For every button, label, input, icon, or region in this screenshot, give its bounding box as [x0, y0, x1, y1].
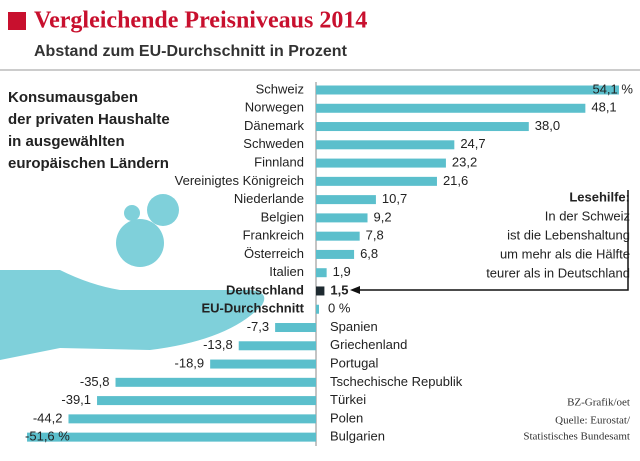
bar	[27, 432, 316, 442]
value-label: 1,9	[333, 264, 351, 279]
source: Quelle: Eurostat/	[555, 415, 631, 427]
category-label: Deutschland	[226, 282, 304, 297]
value-label: -7,3	[247, 319, 269, 334]
category-label: Dänemark	[244, 118, 304, 133]
category-label: Belgien	[261, 209, 304, 224]
category-label: Schweiz	[256, 81, 304, 96]
annotation-line: teurer als in Deutschland	[486, 265, 630, 280]
value-label: 10,7	[382, 191, 407, 206]
category-label: Griechenland	[330, 337, 407, 352]
bar	[115, 377, 317, 387]
annotation-title: Lesehilfe:	[569, 189, 630, 204]
bar	[316, 85, 619, 95]
bar	[316, 140, 455, 150]
category-label: Frankreich	[243, 228, 304, 243]
chart-subtitle: Abstand zum EU-Durchschnitt in Prozent	[34, 43, 348, 60]
bar	[316, 195, 376, 205]
value-label: 1,5	[330, 282, 348, 297]
bar	[97, 396, 316, 406]
bar	[316, 231, 360, 241]
category-label: Italien	[269, 264, 304, 279]
value-label: 24,7	[460, 136, 485, 151]
credit: BZ-Grafik/oet	[567, 397, 630, 409]
category-label: Polen	[330, 410, 363, 425]
category-label: Finnland	[254, 155, 304, 170]
bar	[210, 359, 316, 369]
annotation-line: um mehr als die Hälfte	[500, 246, 630, 261]
bar	[316, 286, 325, 296]
description-line: europäischen Ländern	[8, 155, 169, 172]
arrow-head	[350, 286, 360, 294]
value-label: 7,8	[366, 228, 384, 243]
description-line: Konsumausgaben	[8, 89, 138, 106]
category-label: Österreich	[244, 246, 304, 261]
annotation-line: In der Schweiz	[545, 208, 630, 223]
bar	[316, 249, 355, 259]
category-label: Spanien	[330, 319, 378, 334]
value-label: -44,2	[33, 410, 63, 425]
value-label: 38,0	[535, 118, 560, 133]
bar	[316, 176, 437, 186]
value-label: -39,1	[61, 392, 91, 407]
annotation-arrow	[358, 190, 629, 291]
category-label: Vereinigtes Königreich	[175, 173, 304, 188]
value-label: 23,2	[452, 155, 477, 170]
category-label: Portugal	[330, 355, 379, 370]
bar	[68, 414, 316, 424]
category-label: Norwegen	[245, 100, 304, 115]
bar	[316, 103, 586, 113]
value-label: -51,6 %	[25, 429, 70, 444]
bar	[316, 158, 446, 168]
bar	[316, 213, 368, 223]
chart-title: Vergleichende Preisniveaus 2014	[34, 8, 367, 34]
value-label: 9,2	[374, 209, 392, 224]
value-label: -13,8	[203, 337, 233, 352]
value-label: 21,6	[443, 173, 468, 188]
source: Statistisches Bundesamt	[523, 431, 630, 443]
annotation-line: ist die Lebenshaltung	[507, 227, 630, 242]
bar	[316, 304, 319, 314]
value-label: 48,1	[591, 100, 616, 115]
description-line: der privaten Haushalte	[8, 111, 170, 128]
value-label: 0 %	[328, 301, 351, 316]
category-label: Tschechische Republik	[330, 374, 463, 389]
value-label: 54,1 %	[592, 81, 633, 96]
description-line: in ausgewählten	[8, 133, 125, 150]
value-label: -35,8	[80, 374, 110, 389]
value-label: 6,8	[360, 246, 378, 261]
bar	[238, 341, 316, 351]
value-label: -18,9	[175, 355, 205, 370]
bar	[316, 122, 529, 132]
category-label: Bulgarien	[330, 429, 385, 444]
bar	[275, 323, 316, 333]
category-label: Niederlande	[234, 191, 304, 206]
title-marker	[8, 12, 26, 30]
category-label: Schweden	[243, 136, 304, 151]
bar	[316, 268, 327, 278]
category-label: EU-Durchschnitt	[201, 301, 304, 316]
category-label: Türkei	[330, 392, 366, 407]
hand-icon	[0, 194, 265, 360]
